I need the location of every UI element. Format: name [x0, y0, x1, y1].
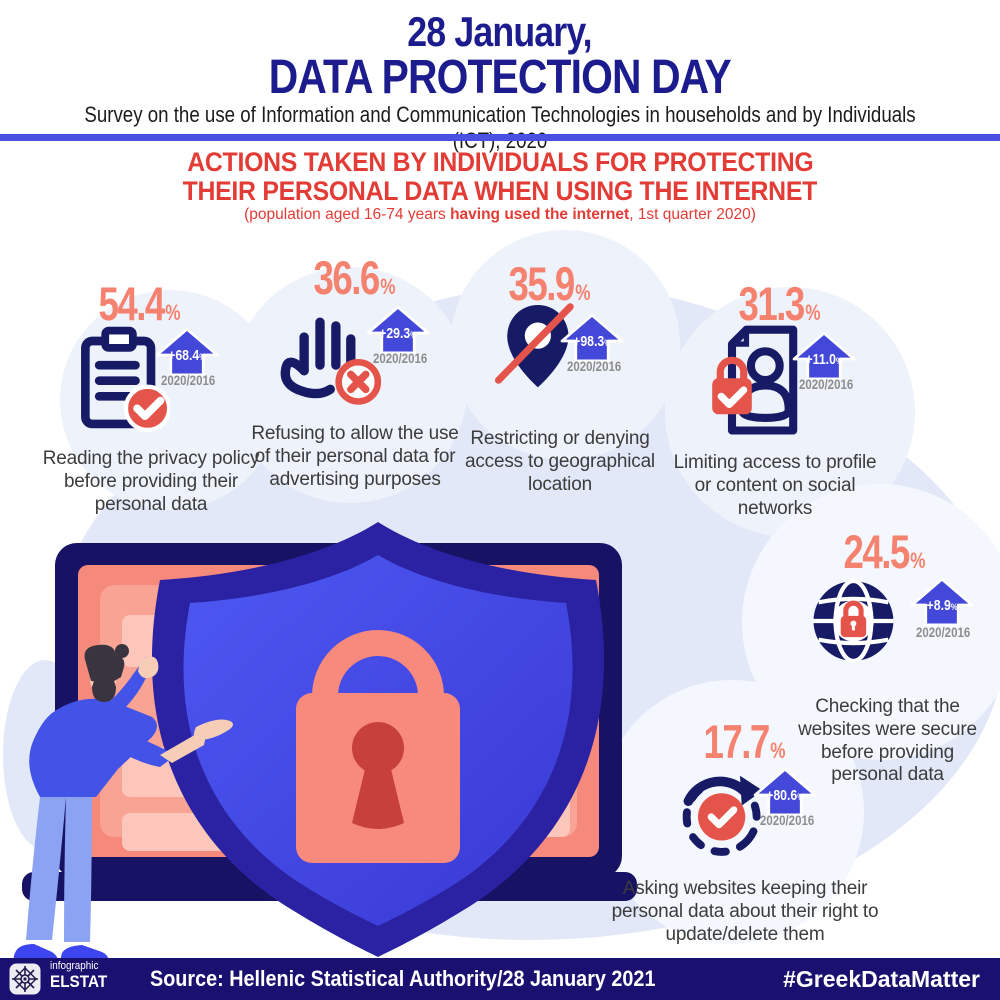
person-arms-front [104, 656, 233, 767]
elstat-logo-icon [9, 963, 41, 995]
stat-refuse-advertising: 36.6% +29.3% 2020/2016 Refusing to allow… [240, 250, 470, 510]
change-badge: +68.4% [155, 328, 219, 376]
stat-privacy-policy: 54.4% +68.4% 2020/2016 Reading the priva… [30, 276, 280, 526]
hand-block-icon [280, 317, 382, 405]
shield-lock-illustration [151, 522, 605, 957]
elstat-logo-text: infographic ELSTAT [50, 960, 108, 991]
stat-label: Limiting access to profile or content on… [673, 452, 877, 519]
stat-limit-social-profile: 31.3% +11.0% 2020/2016 Limiting access t… [660, 276, 895, 536]
shield-lock-laptop-illustration [13, 522, 637, 965]
stat-check-website-secure: 24.5% +8.9% 2020/2016 Checking that the … [775, 524, 995, 785]
profile-lock-icon [712, 325, 798, 435]
globe-lock-icon [813, 578, 894, 664]
stat-label: Checking that the websites were secure b… [798, 696, 977, 786]
location-off-icon [495, 303, 574, 388]
source-text: Source: Hellenic Statistical Authority/2… [150, 966, 656, 991]
change-badge: +29.3% [366, 306, 430, 354]
change-badge: +80.6% [753, 768, 817, 816]
clipboard-check-icon [81, 326, 170, 433]
comparison-period: 2020/2016 [915, 624, 971, 640]
stat-restrict-location: 35.9% +98.3% 2020/2016 Restricting or de… [450, 256, 670, 496]
stat-label: Restricting or denying access to geograp… [465, 428, 655, 495]
stat-label: Reading the privacy policy before provid… [42, 448, 260, 515]
section-heading-line2: THEIR PERSONAL DATA WHEN USING THE INTER… [182, 176, 818, 206]
comparison-period: 2020/2016 [798, 376, 854, 392]
stat-label: Refusing to allow the use of their perso… [251, 423, 459, 490]
page-title-line2: DATA PROTECTION DAY [268, 51, 732, 104]
stat-value: 35.9% [509, 257, 591, 310]
hashtag-text: #GreekDataMatter [783, 966, 980, 992]
population-note: (population aged 16-74 years having used… [244, 206, 756, 223]
stat-value: 17.7% [704, 715, 786, 768]
stat-value: 54.4% [99, 277, 181, 330]
change-badge: +98.3% [560, 314, 624, 362]
arrow-up-icon [155, 328, 219, 376]
footer-bar: infographic ELSTAT Source: Hellenic Stat… [0, 958, 1000, 1000]
stat-label: Asking websites keeping their personal d… [611, 878, 879, 945]
arrow-up-icon [792, 332, 856, 380]
comparison-period: 2020/2016 [372, 350, 428, 366]
stat-value: 36.6% [314, 251, 396, 304]
update-check-icon [682, 775, 763, 856]
arrow-up-icon [366, 306, 430, 354]
arrow-up-icon [910, 578, 974, 626]
change-badge: +8.9% [910, 578, 974, 626]
page-title-line1: 28 January, [407, 8, 593, 55]
arrow-up-icon [560, 314, 624, 362]
section-heading-line1: ACTIONS TAKEN BY INDIVIDUALS FOR PROTECT… [186, 147, 814, 177]
change-badge: +11.0% [792, 332, 856, 380]
comparison-period: 2020/2016 [566, 358, 622, 374]
stat-value: 31.3% [739, 277, 821, 330]
stat-update-delete-rights: 17.7% +80.6% 2020/2016 Asking websites k… [585, 714, 905, 964]
comparison-period: 2020/2016 [759, 812, 815, 828]
header-divider [0, 134, 1000, 141]
comparison-period: 2020/2016 [160, 372, 216, 388]
arrow-up-icon [753, 768, 817, 816]
stat-value: 24.5% [844, 525, 926, 578]
